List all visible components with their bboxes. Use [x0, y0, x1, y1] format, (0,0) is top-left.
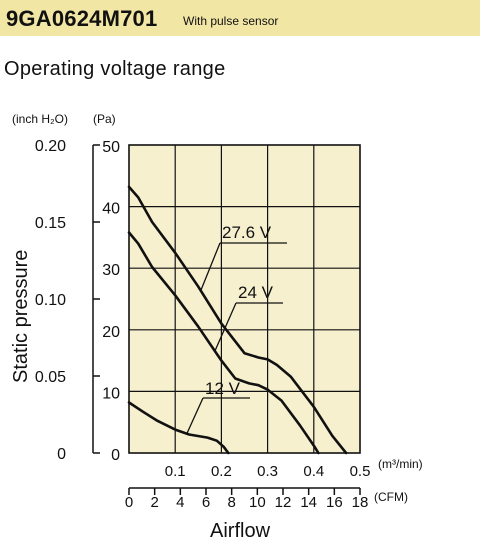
- series-label-27-6v: 27.6 V: [222, 223, 272, 242]
- x-tick-label-cfm: 12: [275, 494, 292, 511]
- x-tick-label-cfm: 0: [125, 494, 133, 511]
- model-number: 9GA0624M701: [6, 6, 158, 31]
- y-axis-title: Static pressure: [10, 250, 32, 383]
- x-tick-label-cfm: 16: [326, 494, 343, 511]
- axes: [92, 144, 361, 495]
- x-tick-label-m3: 0.2: [211, 463, 232, 480]
- y-tick-label-pa: 0: [111, 447, 120, 464]
- curve-27-6v: [127, 185, 348, 455]
- label-pointer: [200, 242, 221, 292]
- x-tick-label-m3: 0.1: [165, 463, 186, 480]
- x-tick-label-cfm: 14: [300, 494, 317, 511]
- x-tick-label-cfm: 18: [352, 494, 369, 511]
- x-tick-label-cfm: 4: [176, 494, 184, 511]
- x-unit-cfm: (CFM): [374, 490, 408, 504]
- x-tick-label-m3: 0.3: [257, 463, 278, 480]
- label-leaders: [186, 242, 287, 435]
- y-tick-label-inh2o: 0.10: [35, 292, 66, 309]
- y-unit-pa: (Pa): [93, 112, 116, 126]
- plot-area: [128, 144, 361, 454]
- section-title: Operating voltage range: [4, 58, 226, 80]
- y-tick-label-pa: 50: [102, 139, 120, 156]
- y-tick-label-inh2o: 0.15: [35, 215, 66, 232]
- y-tick-label-inh2o: 0.05: [35, 369, 66, 386]
- x-tick-label-m3: 0.5: [350, 463, 371, 480]
- x-tick-label-cfm: 10: [249, 494, 266, 511]
- model-subtitle: With pulse sensor: [183, 14, 279, 28]
- curve-12v: [127, 401, 230, 455]
- y-unit-inh2o: (inch H₂O): [12, 112, 68, 126]
- series-label-12v: 12 V: [205, 379, 241, 398]
- curves: [127, 185, 348, 455]
- x-tick-label-m3: 0.4: [303, 463, 324, 480]
- label-pointer: [213, 302, 237, 353]
- x-axis-title: Airflow: [210, 520, 271, 542]
- y-tick-label-inh2o: 0.20: [35, 138, 66, 155]
- curve-24v: [127, 231, 320, 455]
- x-tick-label-cfm: 6: [202, 494, 210, 511]
- title-bar: 9GA0624M701 With pulse sensor: [0, 0, 480, 36]
- y-tick-label-pa: 30: [102, 262, 120, 279]
- y-tick-label-pa: 20: [102, 324, 120, 341]
- label-pointer: [186, 397, 204, 435]
- y-tick-label-inh2o: 0: [57, 446, 66, 463]
- series-label-24v: 24 V: [238, 283, 274, 302]
- grid-lines: [129, 145, 360, 453]
- y-tick-label-pa: 10: [102, 385, 120, 402]
- x-unit-m3: (m³/min): [378, 457, 423, 471]
- y-tick-label-pa: 40: [102, 201, 120, 218]
- x-tick-label-cfm: 2: [150, 494, 158, 511]
- x-tick-label-cfm: 8: [227, 494, 235, 511]
